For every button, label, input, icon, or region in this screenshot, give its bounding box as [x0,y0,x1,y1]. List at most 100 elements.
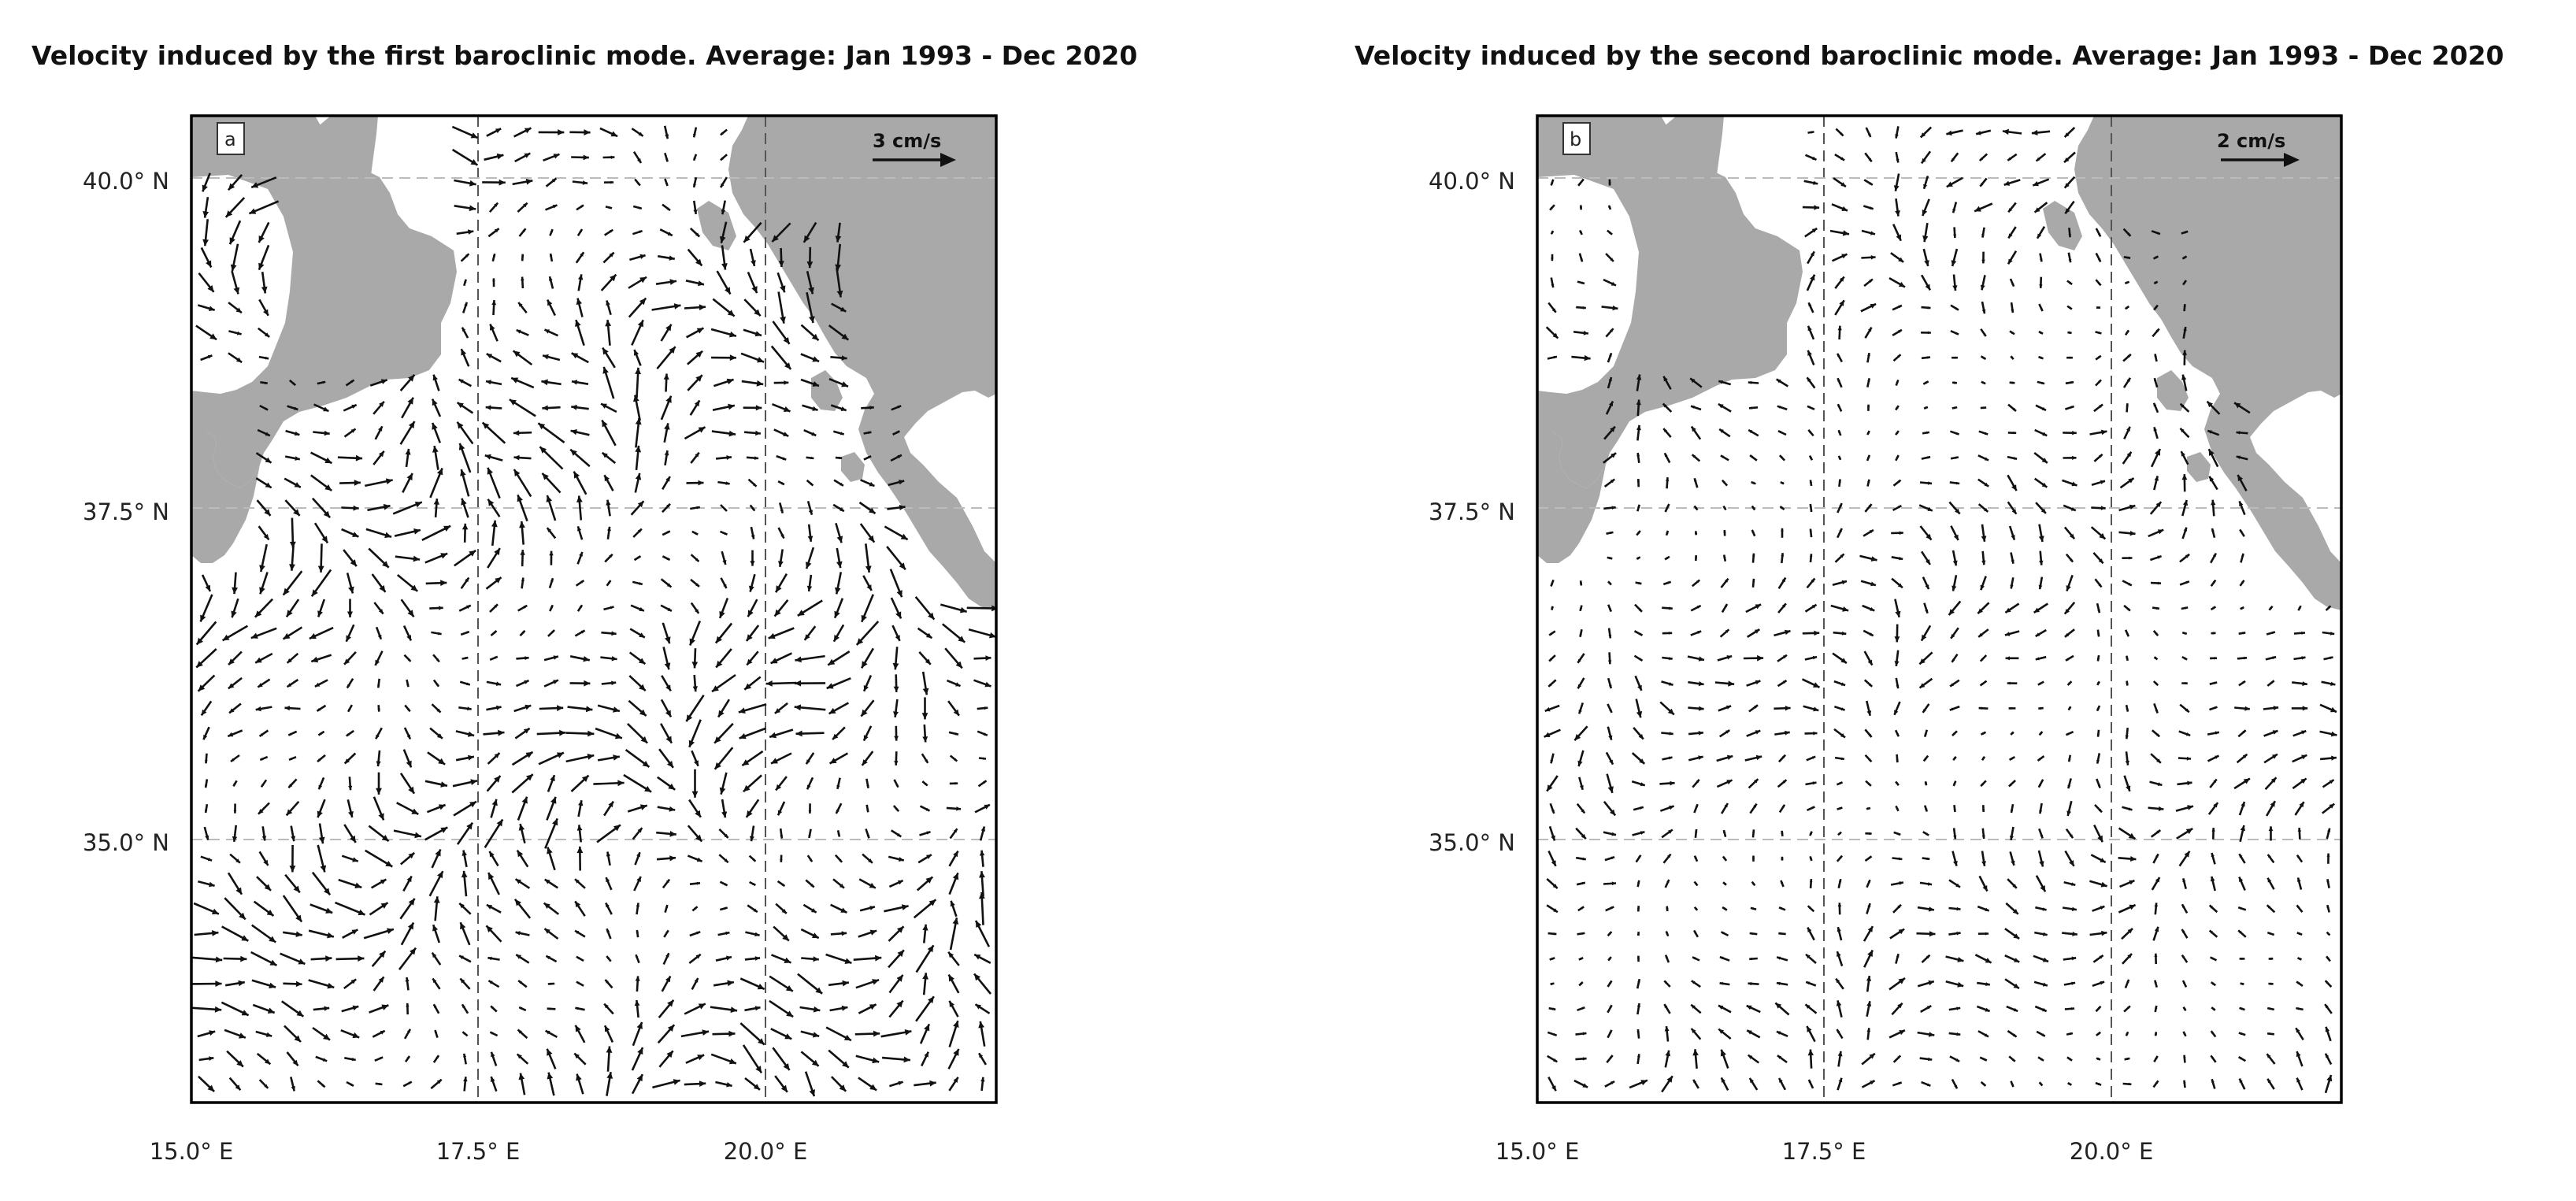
velocity-arrow [806,291,815,324]
velocity-arrow [576,604,584,612]
velocity-arrow [2182,1031,2187,1037]
panel-b-frame [1536,114,2343,1104]
velocity-arrow [2181,606,2189,610]
velocity-arrow [398,947,417,970]
velocity-arrow [221,625,249,642]
velocity-arrow [1951,575,1958,591]
velocity-arrow [806,777,814,790]
velocity-arrow [549,604,554,612]
velocity-arrow [1776,981,1788,986]
velocity-arrow [191,980,222,987]
velocity-arrow [1547,302,1557,313]
velocity-arrow [2267,1032,2275,1036]
velocity-arrow [893,674,899,692]
velocity-arrow [517,604,528,612]
velocity-arrow [430,1078,443,1090]
velocity-arrow [834,854,843,863]
velocity-arrow [1863,679,1874,688]
velocity-arrow [1866,454,1871,461]
velocity-arrow [1690,604,1702,612]
velocity-arrow [453,800,477,817]
velocity-arrow [2033,602,2049,613]
velocity-arrow [891,829,902,838]
velocity-arrow [1895,151,1900,163]
velocity-arrow [1546,904,1559,914]
velocity-arrow [2238,801,2246,816]
velocity-arrow [1952,755,1957,762]
velocity-arrow [891,405,902,411]
velocity-arrow [717,931,730,936]
velocity-arrow [1573,1079,1588,1088]
velocity-arrow [2322,631,2335,636]
velocity-arrow [1865,832,1872,836]
velocity-arrow [1859,554,1877,562]
velocity-arrow [1777,602,1787,613]
velocity-arrow [2037,1056,2044,1062]
velocity-arrow [200,354,213,361]
velocity-arrow [891,625,901,642]
velocity-arrow [716,270,732,295]
velocity-arrow [542,354,561,361]
velocity-arrow [2182,1006,2187,1012]
panel-b-title: Velocity induced by the second baroclini… [1355,40,2504,71]
velocity-arrow [537,422,565,443]
velocity-arrow [1545,326,1559,339]
velocity-arrow [2179,580,2190,586]
velocity-arrow [1945,955,1964,962]
velocity-arrow [1866,700,1872,717]
velocity-arrow [1863,949,1874,968]
velocity-arrow [512,178,533,186]
velocity-arrow [880,1029,912,1038]
velocity-arrow [1892,903,1902,914]
velocity-arrow [858,1077,877,1092]
velocity-arrow [517,302,528,314]
velocity-arrow [629,628,646,639]
velocity-arrow [1603,425,1616,440]
velocity-arrow [1864,503,1873,513]
velocity-arrow [890,597,903,619]
velocity-arrow [600,402,617,413]
velocity-arrow [403,727,412,740]
velocity-arrow [914,1080,936,1087]
velocity-arrow [1860,302,1877,313]
velocity-arrow [573,470,587,495]
velocity-arrow [1548,630,1556,636]
velocity-arrow [773,428,789,437]
velocity-arrow [835,572,843,595]
velocity-arrow [463,1077,468,1092]
velocity-arrow [1577,932,1585,936]
velocity-arrow [684,426,706,440]
velocity-arrow [1746,1029,1761,1039]
velocity-arrow [832,503,845,513]
velocity-arrow [1977,503,1989,513]
velocity-arrow [458,378,473,387]
velocity-arrow [487,467,501,499]
velocity-arrow [691,750,699,767]
velocity-arrow [1635,581,1642,585]
velocity-arrow [285,800,300,817]
velocity-arrow [315,1055,328,1062]
velocity-arrow [1751,829,1755,838]
velocity-arrow [221,1001,250,1017]
velocity-arrow [2035,153,2047,162]
velocity-arrow [859,906,876,912]
velocity-arrow [1802,205,1820,210]
panel-a-scale-label: 3 cm/s [873,130,941,152]
velocity-arrow [576,228,584,236]
velocity-arrow [596,824,621,843]
velocity-arrow [712,298,736,317]
velocity-arrow [2292,681,2307,687]
velocity-arrow [2326,955,2331,962]
velocity-arrow [284,873,301,894]
velocity-arrow [794,680,826,687]
velocity-arrow [543,878,559,889]
velocity-arrow [2003,179,2021,187]
velocity-arrow [1837,878,1842,889]
velocity-arrow [460,576,470,590]
velocity-arrow [2004,630,2020,636]
velocity-arrow [313,1006,330,1011]
velocity-arrow [862,725,873,742]
velocity-arrow [1720,577,1729,588]
velocity-arrow [1547,1055,1558,1063]
velocity-arrow [635,445,642,471]
